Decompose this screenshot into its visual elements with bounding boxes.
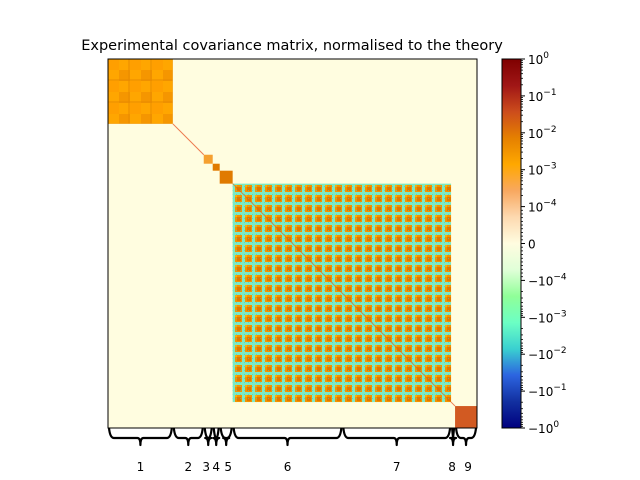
colorbar: 100 10−1 10−2 10−3 10−4 0 −10−4 −10−3 −10−2 −10−1… bbox=[501, 51, 567, 436]
brace-3 bbox=[203, 427, 213, 447]
brace-4 bbox=[212, 427, 221, 447]
block-label-7: 7 bbox=[393, 460, 401, 474]
colorbar-tick-label: −100 bbox=[528, 420, 559, 436]
block-label-2: 2 bbox=[184, 460, 192, 474]
colorbar-tick-label: −10−3 bbox=[528, 309, 567, 325]
colorbar-tick-label: −10−2 bbox=[528, 346, 567, 362]
block-label-5: 5 bbox=[224, 460, 232, 474]
heatmap bbox=[107, 58, 478, 429]
block-5 bbox=[219, 170, 233, 184]
colorbar-tick-label: −10−4 bbox=[528, 272, 567, 288]
colorbar-tick-label: 10−1 bbox=[528, 88, 557, 104]
block-label-8: 8 bbox=[448, 460, 456, 474]
brace-6 bbox=[232, 427, 343, 447]
brace-2 bbox=[172, 427, 204, 447]
colorbar-tick-label: 10−3 bbox=[528, 162, 557, 178]
block-4 bbox=[212, 163, 220, 171]
block-1 bbox=[108, 59, 173, 124]
block-label-6: 6 bbox=[284, 460, 292, 474]
coupled-diagonal bbox=[232, 183, 452, 403]
brace-5 bbox=[219, 427, 233, 447]
brace-8 bbox=[448, 427, 458, 447]
heatmap-frame bbox=[107, 58, 478, 429]
colorbar-tick-label: 100 bbox=[528, 51, 549, 67]
colorbar-gradient bbox=[501, 58, 522, 429]
block-9 bbox=[455, 406, 477, 428]
block-label-1: 1 bbox=[137, 460, 145, 474]
block-8-diagonal bbox=[450, 401, 456, 407]
brace-7 bbox=[342, 427, 452, 447]
block-2-diagonal bbox=[172, 123, 205, 156]
brace-9 bbox=[454, 427, 478, 447]
colorbar-tick-label: 10−4 bbox=[528, 199, 557, 215]
block-3 bbox=[203, 154, 213, 164]
colorbar-tick-label: 10−2 bbox=[528, 125, 557, 141]
block-label-9: 9 bbox=[464, 460, 472, 474]
colorbar-tick-label: −10−1 bbox=[528, 383, 567, 399]
block-label-3: 3 bbox=[202, 460, 210, 474]
brace-1 bbox=[107, 427, 173, 447]
colorbar-tick-label: 0 bbox=[528, 238, 536, 252]
block-label-4: 4 bbox=[212, 460, 220, 474]
chart-title: Experimental covariance matrix, normalis… bbox=[81, 38, 503, 54]
